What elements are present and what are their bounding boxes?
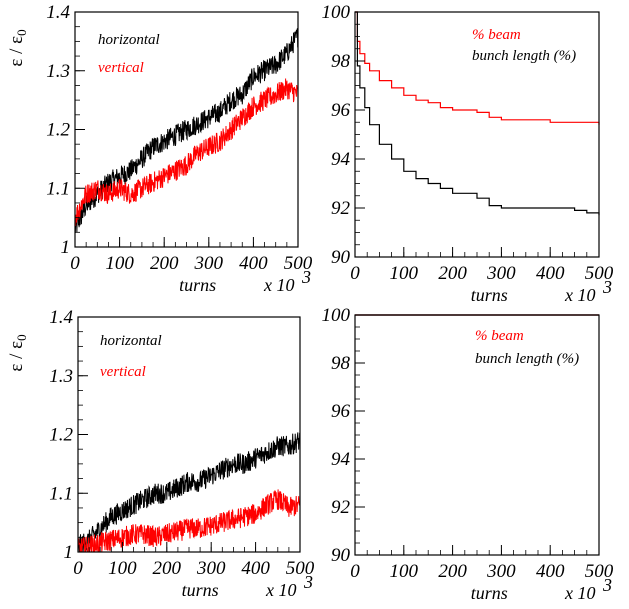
- x-multiplier-exponent: 3: [303, 572, 313, 592]
- x-tick-label: 400: [239, 253, 268, 274]
- x-multiplier-label: x 10: [263, 275, 295, 295]
- series-line--beam: [355, 11, 600, 125]
- x-tick-label: 200: [150, 253, 179, 274]
- y-axis-label: ε / ε0: [6, 334, 29, 371]
- y-tick-label: 1.4: [46, 2, 70, 23]
- x-tick-label: 400: [536, 561, 565, 582]
- legend-entry-vertical: vertical: [100, 364, 146, 380]
- y-tick-label: 1.4: [49, 307, 73, 328]
- x-multiplier-label: x 10: [265, 580, 297, 600]
- y-tick-label: 98: [331, 51, 351, 72]
- x-multiplier-label: x 10: [564, 583, 596, 603]
- x-tick-label: 300: [194, 253, 224, 274]
- legend-entry--beam: % beam: [472, 27, 521, 43]
- x-axis-label: turns: [182, 580, 219, 600]
- x-tick-label: 200: [438, 561, 467, 582]
- panel-bottom-right: 90 92 94 96 98 100 0 100 200 300 400 500 turns x 10 3%…: [322, 305, 614, 603]
- series-line-bunch-length-: [355, 11, 600, 216]
- x-tick-label: 300: [196, 558, 226, 579]
- legend-entry-horizontal: horizontal: [100, 333, 162, 349]
- legend-entry--beam: % beam: [475, 328, 524, 344]
- x-tick-label: 500: [284, 253, 313, 274]
- legend-entry-bunch-length-: bunch length (%): [475, 351, 579, 367]
- x-tick-label: 100: [390, 561, 419, 582]
- y-tick-label: 96: [331, 401, 351, 422]
- y-tick-label: 100: [322, 305, 351, 326]
- y-tick-label: 90: [331, 247, 351, 268]
- x-tick-label: 300: [486, 263, 516, 284]
- x-tick-label: 500: [585, 263, 614, 284]
- x-tick-label: 300: [486, 561, 516, 582]
- x-multiplier-exponent: 3: [602, 575, 612, 595]
- series-line-horizontal: [74, 28, 299, 233]
- x-multiplier-label: x 10: [564, 285, 596, 305]
- x-tick-label: 400: [536, 263, 565, 284]
- legend-entry-vertical: vertical: [98, 60, 144, 76]
- y-tick-label: 92: [331, 198, 351, 219]
- legend-entry-horizontal: horizontal: [98, 32, 160, 48]
- y-tick-label: 94: [331, 449, 351, 470]
- y-tick-label: 94: [331, 149, 351, 170]
- legend-entry-bunch-length-: bunch length (%): [472, 48, 576, 64]
- y-tick-label: 1: [64, 542, 74, 563]
- x-axis-label: turns: [471, 285, 508, 305]
- x-tick-label: 0: [70, 253, 80, 274]
- x-tick-label: 0: [73, 558, 83, 579]
- y-tick-label: 1.1: [46, 178, 70, 199]
- y-tick-label: 1.2: [46, 120, 70, 141]
- y-tick-label: 1.2: [49, 425, 73, 446]
- y-tick-label: 1: [61, 237, 71, 258]
- y-tick-label: 92: [331, 497, 351, 518]
- x-tick-label: 100: [390, 263, 419, 284]
- panel-top-left: 1 1.1 1.2 1.3 1.4 0 100 200 300 400 500 turns x 10 3 ε…: [6, 2, 313, 295]
- y-tick-label: 1.3: [49, 366, 73, 387]
- y-tick-label: 98: [331, 353, 351, 374]
- y-tick-label: 1.3: [46, 61, 70, 82]
- x-tick-label: 500: [286, 558, 315, 579]
- y-tick-label: 96: [331, 100, 351, 121]
- y-tick-label: 100: [322, 2, 351, 23]
- x-tick-label: 100: [105, 253, 134, 274]
- x-axis-label: turns: [179, 275, 216, 295]
- x-tick-label: 400: [241, 558, 270, 579]
- y-axis-label: ε / ε0: [6, 29, 29, 66]
- panel-bottom-left: 1 1.1 1.2 1.3 1.4 0 100 200 300 400 500 turns x 10 3 ε…: [6, 307, 315, 600]
- x-multiplier-exponent: 3: [602, 277, 612, 297]
- series-line-vertical: [77, 489, 301, 553]
- panel-top-right: 90 92 94 96 98 100 0 100 200 300 400 500 turns x 10 3%…: [322, 2, 614, 305]
- series-line-vertical: [74, 78, 299, 227]
- x-tick-label: 0: [350, 561, 360, 582]
- x-tick-label: 0: [350, 263, 360, 284]
- y-tick-label: 90: [331, 545, 351, 566]
- y-tick-label: 1.1: [49, 483, 73, 504]
- x-tick-label: 200: [153, 558, 182, 579]
- series-line-horizontal: [77, 432, 301, 553]
- x-tick-label: 200: [438, 263, 467, 284]
- x-tick-label: 100: [108, 558, 137, 579]
- x-axis-label: turns: [471, 583, 508, 603]
- x-multiplier-exponent: 3: [301, 267, 311, 287]
- x-tick-label: 500: [585, 561, 614, 582]
